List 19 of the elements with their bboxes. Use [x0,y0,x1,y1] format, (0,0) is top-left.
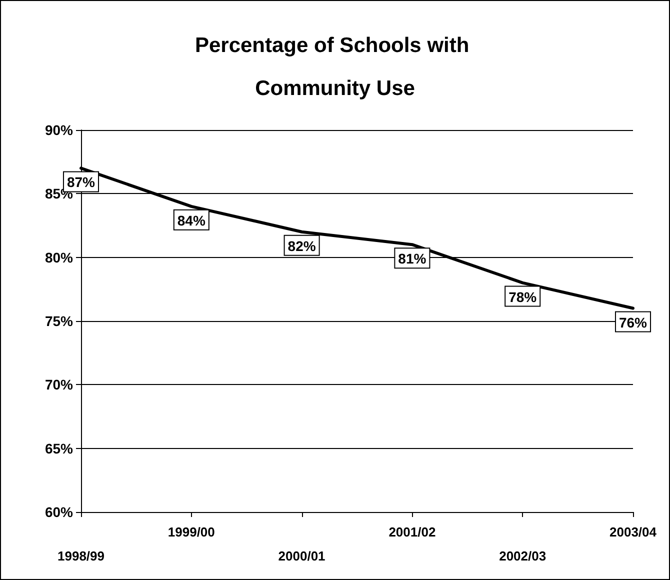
y-tick-label: 90% [44,122,74,138]
y-tick-label: 60% [44,504,74,520]
x-tick-label: 2000/01 [278,548,326,564]
x-tick-label: 2001/02 [388,524,436,540]
x-tick-label: 2003/04 [610,524,658,540]
y-tick-label: 80% [44,249,74,266]
data-label: 81% [398,250,427,267]
y-tick-label: 70% [44,376,74,393]
y-tick-label: 65% [44,440,74,456]
x-tick-label: 1999/00 [168,524,215,540]
data-label: 87% [66,174,96,190]
chart-title: Percentage of Schools with Community Use [194,34,476,100]
data-label: 78% [508,288,538,305]
data-label: 82% [288,238,316,254]
x-tick-label: 2002/03 [499,548,546,564]
data-label: 76% [618,314,648,330]
y-tick-label: 75% [44,313,74,329]
x-tick-label: 1998/99 [58,548,104,564]
data-label: 84% [177,212,206,228]
